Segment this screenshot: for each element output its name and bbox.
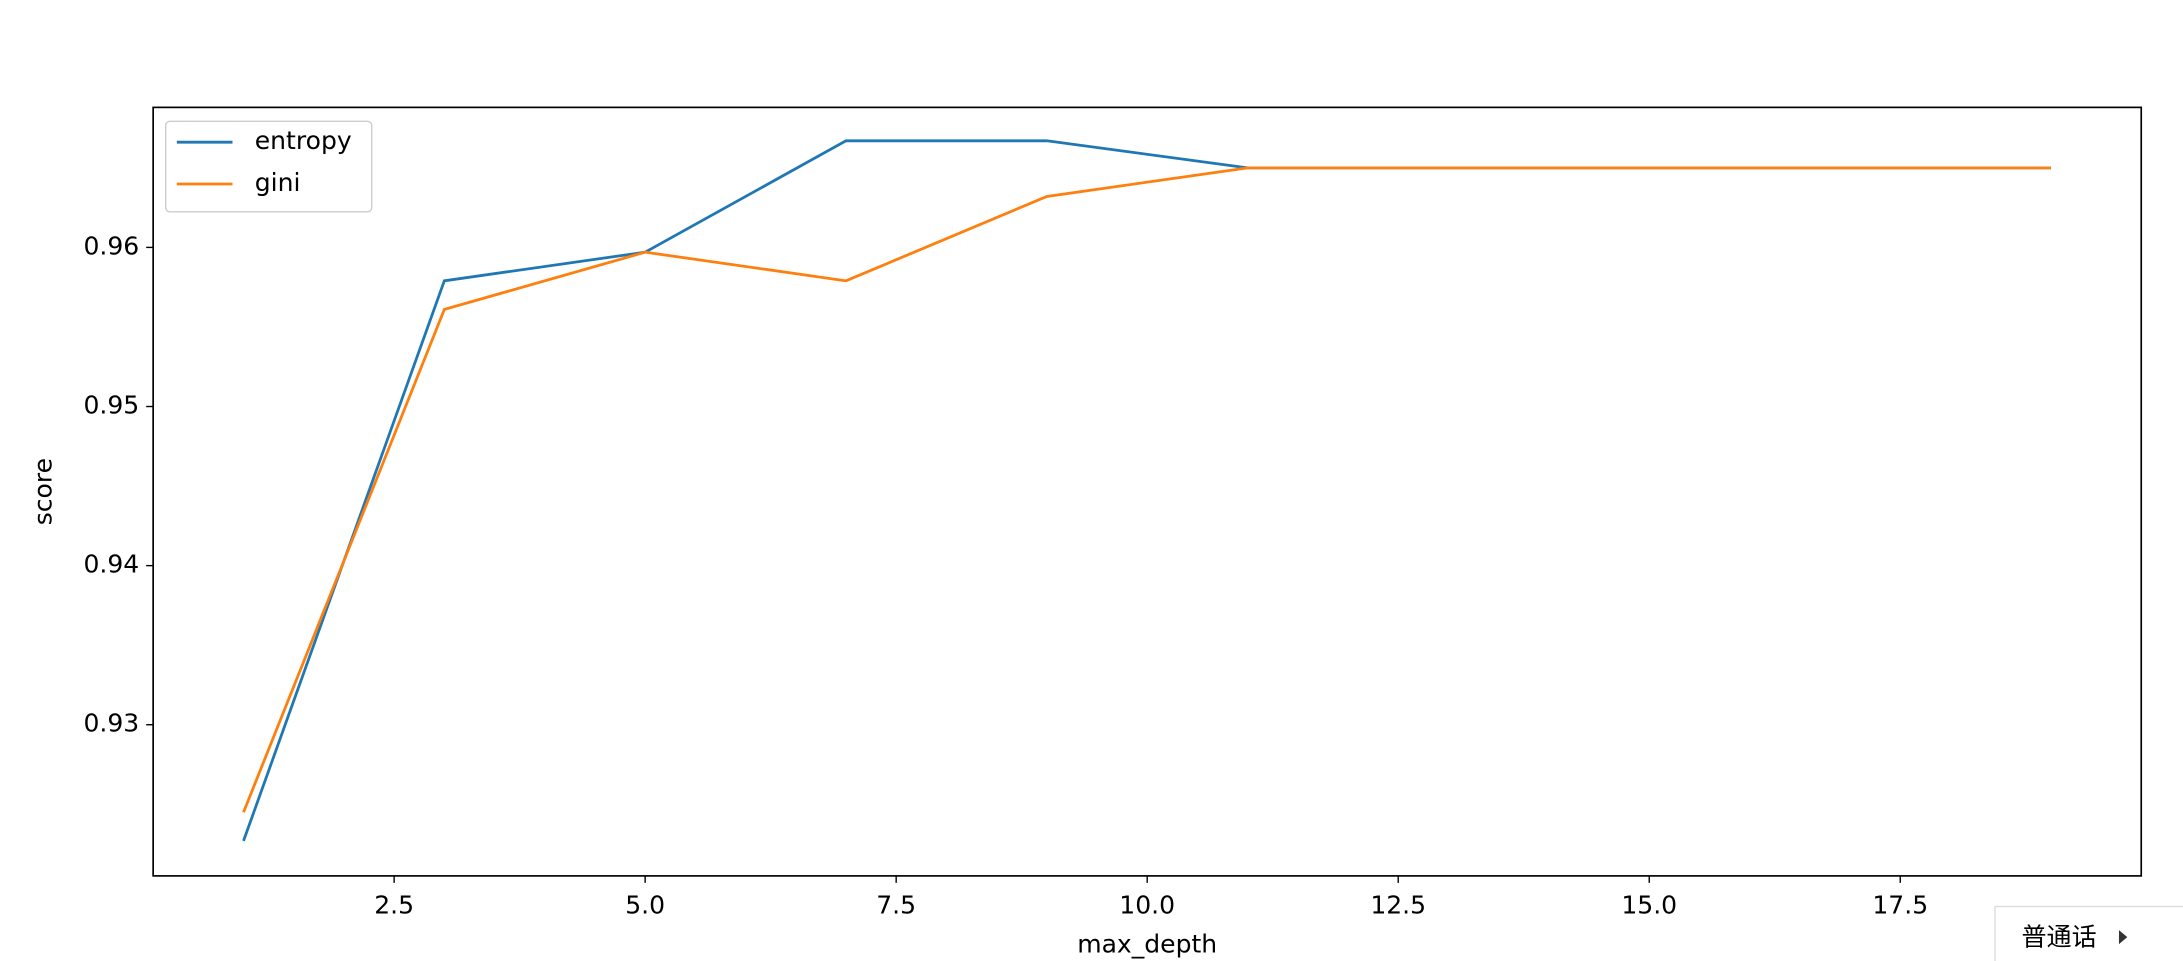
series-line — [242, 166, 2051, 813]
y-axis-label: score — [29, 458, 58, 525]
y-tick-label: 0.94 — [83, 550, 139, 579]
x-tick-label: 12.5 — [1370, 891, 1426, 920]
x-tick-label: 17.5 — [1872, 891, 1928, 920]
y-tick-label: 0.93 — [83, 709, 139, 738]
legend: entropy gini — [164, 120, 373, 213]
language-widget[interactable]: 普通话 — [1994, 905, 2183, 961]
legend-label: gini — [255, 168, 301, 197]
x-axis-label: max_depth — [1077, 930, 1217, 959]
widget-arrow[interactable] — [2118, 930, 2128, 945]
x-tick-label: 2.5 — [374, 891, 414, 920]
plot-frame — [152, 106, 2143, 877]
x-tick-label: 15.0 — [1621, 891, 1677, 920]
legend-box — [164, 120, 373, 213]
widget-box[interactable] — [1994, 905, 2183, 961]
series-line — [242, 139, 2051, 842]
y-tick-label: 0.95 — [83, 391, 139, 420]
x-tick-label: 5.0 — [625, 891, 665, 920]
x-tick-label: 7.5 — [876, 891, 916, 920]
widget-label[interactable]: 普通话 — [2022, 923, 2097, 952]
legend-label: entropy — [255, 126, 352, 155]
y-tick-label: 0.96 — [83, 231, 139, 260]
x-tick-label: 10.0 — [1119, 891, 1175, 920]
